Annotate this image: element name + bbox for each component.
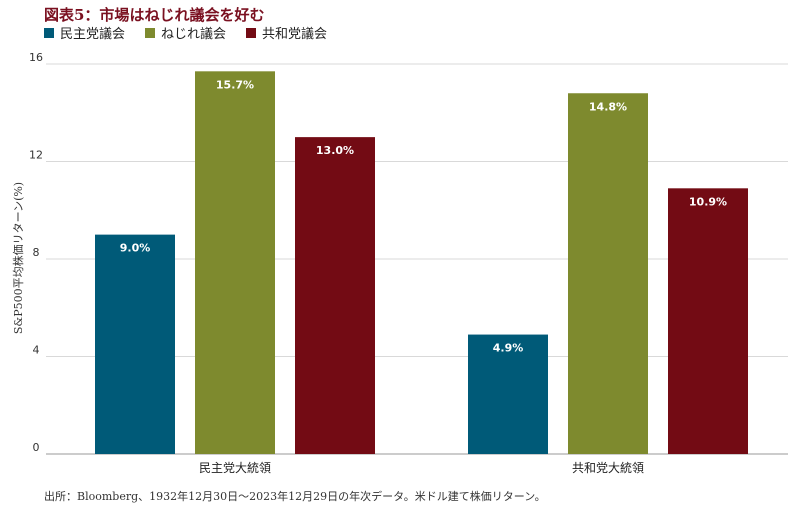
- bars: [95, 71, 748, 454]
- bar: [295, 137, 375, 454]
- data-label: 15.7%: [216, 78, 254, 91]
- legend-item-republican-congress: 共和党議会: [246, 23, 327, 42]
- legend-item-divided-congress: ねじれ議会: [145, 23, 226, 42]
- bar: [668, 188, 748, 454]
- legend-label-democratic-congress: 民主党議会: [60, 27, 126, 42]
- x-category-label: 共和党大統領: [572, 460, 644, 475]
- y-tick-label: 0: [33, 441, 40, 454]
- data-label: 4.9%: [493, 342, 524, 355]
- x-category-label: 民主党大統領: [199, 460, 271, 475]
- legend-swatch-republican-congress: [246, 27, 257, 38]
- source-note: 出所：Bloomberg、1932年12月30日～2023年12月29日の年次デ…: [44, 490, 546, 503]
- chart-title: 図表5：市場はねじれ議会を好む: [44, 6, 265, 24]
- bar: [195, 71, 275, 454]
- data-label: 13.0%: [316, 144, 354, 157]
- data-label: 14.8%: [589, 100, 627, 113]
- bar: [468, 334, 548, 454]
- legend-label-republican-congress: 共和党議会: [262, 27, 328, 42]
- data-label: 10.9%: [689, 195, 727, 208]
- bar: [95, 234, 175, 454]
- y-tick-label: 4: [33, 344, 40, 357]
- legend: 民主党議会 ねじれ議会 共和党議会: [44, 23, 327, 42]
- y-tick-label: 8: [33, 246, 40, 259]
- legend-item-democratic-congress: 民主党議会: [44, 23, 125, 42]
- data-label: 9.0%: [120, 242, 151, 255]
- legend-swatch-democratic-congress: [44, 27, 54, 38]
- y-tick-label: 12: [29, 149, 43, 162]
- labels: 0 4 8 12 16 9.0% 15.7% 13.0% 民主党大統領 4.9% 14.8% 10.9…: [29, 51, 727, 475]
- legend-swatch-divided-congress: [145, 27, 156, 38]
- legend-label-divided-congress: ねじれ議会: [161, 27, 227, 42]
- bar: [568, 93, 648, 454]
- y-tick-label: 16: [29, 51, 43, 64]
